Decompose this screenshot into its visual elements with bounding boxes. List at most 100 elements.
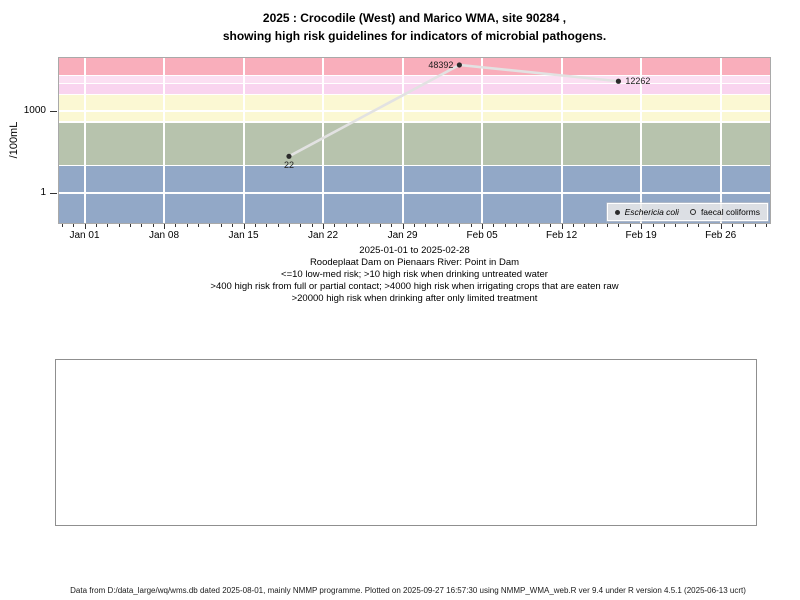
- risk-band: [58, 121, 771, 166]
- y-tick-mark: [50, 110, 57, 112]
- chart-title: 2025 : Crocodile (West) and Marico WMA, …: [58, 9, 771, 45]
- x-minor-tick: [95, 224, 97, 227]
- x-minor-tick: [470, 224, 472, 227]
- risk-band: [58, 75, 771, 84]
- data-point-marker: [615, 78, 622, 84]
- x-minor-tick: [663, 224, 665, 227]
- x-minor-tick: [527, 224, 529, 227]
- x-major-tick: [84, 224, 86, 229]
- x-minor-tick: [413, 224, 415, 227]
- x-major-tick: [164, 224, 166, 229]
- x-minor-tick: [345, 224, 347, 227]
- horizontal-gridline: [58, 93, 771, 96]
- x-major-tick: [482, 224, 484, 229]
- x-minor-tick: [311, 224, 313, 227]
- vertical-gridline: [242, 57, 245, 224]
- x-minor-tick: [743, 224, 745, 227]
- x-tick-label: Jan 15: [228, 230, 259, 241]
- legend-label-faecal-coliforms: faecal coliforms: [700, 207, 760, 217]
- x-minor-tick: [73, 224, 75, 227]
- series-line: [288, 63, 619, 158]
- subtitle-date-range: 2025-01-01 to 2025-02-28: [359, 245, 470, 256]
- x-minor-tick: [198, 224, 200, 227]
- data-point-marker: [456, 62, 462, 68]
- chart-title-line1: 2025 : Crocodile (West) and Marico WMA, …: [262, 11, 567, 25]
- x-minor-tick: [379, 224, 381, 227]
- data-point-label: 22: [283, 160, 294, 171]
- x-minor-tick: [186, 224, 188, 227]
- horizontal-gridline: [58, 110, 771, 112]
- subtitle-block: 2025-01-01 to 2025-02-28 Roodeplaat Dam …: [58, 245, 771, 305]
- x-minor-tick: [277, 224, 279, 227]
- y-tick-label: 1000: [23, 105, 46, 116]
- vertical-gridline: [83, 57, 86, 224]
- x-minor-tick: [334, 224, 336, 227]
- x-minor-tick: [459, 224, 461, 227]
- x-minor-tick: [572, 224, 574, 227]
- x-tick-label: Jan 08: [149, 230, 180, 241]
- x-minor-tick: [584, 224, 586, 227]
- subtitle-guideline-1: <=10 low-med risk; >10 high risk when dr…: [281, 269, 548, 280]
- chart-title-line2: showing high risk guidelines for indicat…: [222, 29, 607, 43]
- x-minor-tick: [595, 224, 597, 227]
- x-minor-tick: [516, 224, 518, 227]
- x-minor-tick: [550, 224, 552, 227]
- x-major-tick: [323, 224, 325, 229]
- x-minor-tick: [232, 224, 234, 227]
- x-minor-tick: [504, 224, 506, 227]
- x-major-tick: [243, 224, 245, 229]
- x-major-tick: [641, 224, 643, 229]
- x-tick-label: Jan 01: [69, 230, 100, 241]
- x-minor-tick: [368, 224, 370, 227]
- vertical-gridline: [481, 57, 484, 224]
- x-tick-label: Jan 22: [308, 230, 339, 241]
- x-major-tick: [402, 224, 404, 229]
- x-minor-tick: [118, 224, 120, 227]
- vertical-gridline: [640, 57, 643, 224]
- x-axis: Jan 01 Jan 08 Jan 15 Jan 22 Jan 29 Feb 05 Feb …: [58, 224, 771, 246]
- y-tick-mark: [50, 192, 57, 194]
- data-point-marker: [286, 153, 292, 159]
- x-minor-tick: [607, 224, 609, 227]
- horizontal-gridline: [58, 74, 771, 77]
- x-minor-tick: [175, 224, 177, 227]
- x-major-tick: [720, 224, 722, 229]
- subtitle-site: Roodeplaat Dam on Pienaars River: Point …: [309, 257, 520, 268]
- x-minor-tick: [697, 224, 699, 227]
- x-minor-tick: [766, 224, 768, 227]
- x-minor-tick: [266, 224, 268, 227]
- data-point-label: 48392: [428, 59, 454, 70]
- y-axis-label: /100mL: [8, 121, 20, 159]
- x-minor-tick: [288, 224, 290, 227]
- risk-band: [58, 94, 771, 122]
- x-minor-tick: [391, 224, 393, 227]
- x-minor-tick: [448, 224, 450, 227]
- x-minor-tick: [254, 224, 256, 227]
- x-minor-tick: [686, 224, 688, 227]
- x-minor-tick: [300, 224, 302, 227]
- x-minor-tick: [107, 224, 109, 227]
- x-minor-tick: [436, 224, 438, 227]
- horizontal-gridline: [58, 164, 771, 167]
- horizontal-gridline: [58, 121, 771, 123]
- x-minor-tick: [629, 224, 631, 227]
- x-tick-label: Feb 26: [705, 230, 737, 241]
- x-minor-tick: [618, 224, 620, 227]
- x-minor-tick: [652, 224, 654, 227]
- x-minor-tick: [209, 224, 211, 227]
- series-layer: [286, 62, 622, 159]
- x-minor-tick: [732, 224, 734, 227]
- horizontal-gridline: [58, 192, 771, 194]
- x-tick-label: Feb 05: [466, 230, 498, 241]
- footer-text: Data from D:/data_large/wq/wms.db dated …: [70, 586, 746, 595]
- x-minor-tick: [220, 224, 222, 227]
- vertical-gridline: [163, 57, 166, 224]
- legend: Eschericia coli faecal coliforms: [606, 203, 768, 221]
- open-circle-icon: [689, 209, 696, 215]
- subtitle-guideline-3: >20000 high risk when drinking after onl…: [291, 293, 538, 304]
- x-tick-label: Feb 12: [546, 230, 578, 241]
- filled-circle-icon: [614, 209, 620, 215]
- x-minor-tick: [61, 224, 63, 227]
- x-minor-tick: [129, 224, 131, 227]
- x-minor-tick: [493, 224, 495, 227]
